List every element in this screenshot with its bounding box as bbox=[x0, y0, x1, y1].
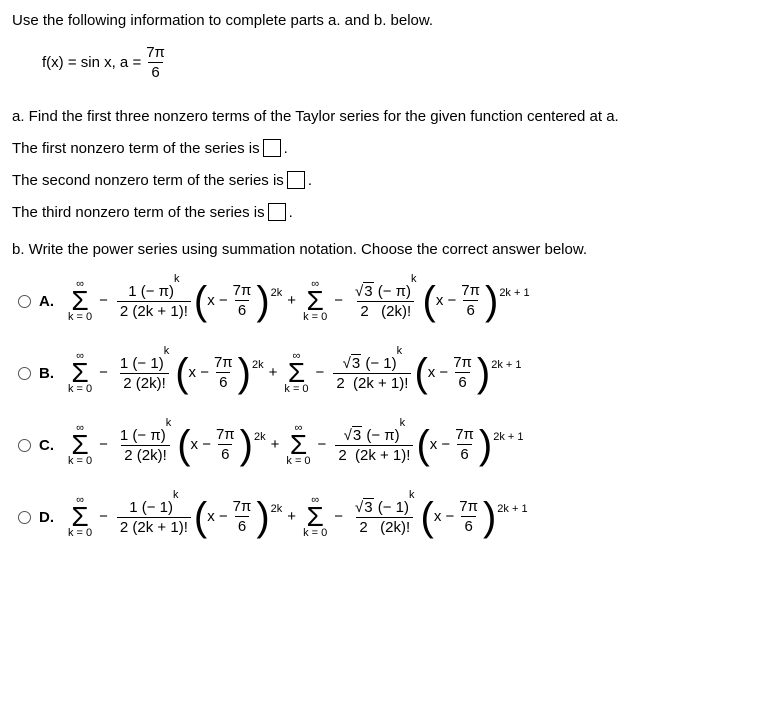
intro-text: Use the following information to complet… bbox=[12, 12, 758, 29]
formula-given: f(x) = sin x, a = 7π 6 bbox=[42, 45, 758, 80]
third-term-input[interactable] bbox=[268, 203, 286, 221]
first-term-period: . bbox=[284, 140, 288, 157]
option-c-row[interactable]: C. ∞Σk = 0 − 1 (− π)k2 (2k)! (x −7π6)2k … bbox=[18, 414, 758, 476]
radio-c[interactable] bbox=[18, 439, 31, 452]
second-term-period: . bbox=[308, 172, 312, 189]
expr-d: ∞Σk = 0 − 1 (− 1)k2 (2k + 1)! (x −7π6)2k… bbox=[66, 495, 528, 539]
expr-c: ∞Σk = 0 − 1 (− π)k2 (2k)! (x −7π6)2k + ∞… bbox=[66, 423, 524, 467]
radio-b[interactable] bbox=[18, 367, 31, 380]
option-a-row[interactable]: A. ∞Σk = 0 − 1 (− π)k2 (2k + 1)! (x −7π6… bbox=[18, 270, 758, 332]
expr-b: ∞Σk = 0 − 1 (− 1)k2 (2k)! (x −7π6)2k + ∞… bbox=[66, 351, 522, 395]
second-term-row: The second nonzero term of the series is… bbox=[12, 171, 758, 189]
option-d-row[interactable]: D. ∞Σk = 0 − 1 (− 1)k2 (2k + 1)! (x −7π6… bbox=[18, 486, 758, 548]
part-a-label: a. Find the first three nonzero terms of… bbox=[12, 108, 758, 125]
label-b: B. bbox=[39, 365, 54, 382]
formula-den: 6 bbox=[148, 62, 162, 80]
radio-a[interactable] bbox=[18, 295, 31, 308]
first-term-text: The first nonzero term of the series is bbox=[12, 140, 260, 157]
third-term-period: . bbox=[289, 204, 293, 221]
label-c: C. bbox=[39, 437, 54, 454]
formula-num: 7π bbox=[143, 45, 168, 62]
option-b-row[interactable]: B. ∞Σk = 0 − 1 (− 1)k2 (2k)! (x −7π6)2k … bbox=[18, 342, 758, 404]
radio-d[interactable] bbox=[18, 511, 31, 524]
first-term-row: The first nonzero term of the series is … bbox=[12, 139, 758, 157]
third-term-text: The third nonzero term of the series is bbox=[12, 204, 265, 221]
expr-a: ∞Σk = 0 − 1 (− π)k2 (2k + 1)! (x −7π6)2k… bbox=[66, 279, 530, 323]
first-term-input[interactable] bbox=[263, 139, 281, 157]
second-term-text: The second nonzero term of the series is bbox=[12, 172, 284, 189]
part-b-label: b. Write the power series using summatio… bbox=[12, 241, 758, 258]
label-d: D. bbox=[39, 509, 54, 526]
label-a: A. bbox=[39, 293, 54, 310]
third-term-row: The third nonzero term of the series is … bbox=[12, 203, 758, 221]
formula-frac: 7π 6 bbox=[143, 45, 168, 80]
formula-lhs: f(x) = sin x, a = bbox=[42, 54, 141, 71]
second-term-input[interactable] bbox=[287, 171, 305, 189]
